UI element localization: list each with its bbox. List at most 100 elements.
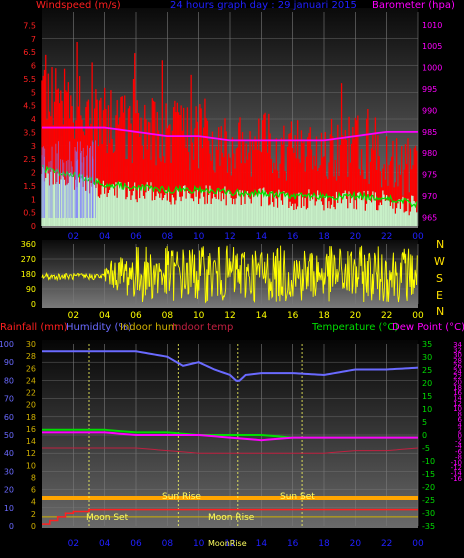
- dir-hour-tick-label: 14: [256, 311, 268, 321]
- dewpoint-tick-label: 16: [453, 389, 462, 397]
- humidity-axis-title: Humidity (%): [66, 322, 132, 333]
- dir-tick-label: 360: [21, 240, 36, 249]
- wind-tick-label: 1.5: [23, 182, 36, 191]
- indoor-hum-tick-label: 2: [31, 510, 36, 519]
- dewpoint-tick-label: -6: [455, 448, 463, 456]
- temperature-tick-label: -20: [422, 483, 435, 492]
- indoor-hum-tick-label: 0: [31, 522, 36, 531]
- wind-tick-label: 4.5: [23, 102, 36, 111]
- indoor-hum-tick-label: 16: [26, 425, 36, 434]
- dir-hour-tick-label: 02: [68, 311, 79, 321]
- indoor-hum-tick-label: 10: [26, 461, 36, 470]
- wind-tick-label: 0.5: [23, 209, 36, 218]
- sunrise-label: Sun Rise: [162, 492, 201, 502]
- temperature-tick-label: -30: [422, 509, 435, 518]
- wind-tick-label: 3.5: [23, 128, 36, 137]
- dewpoint-tick-label: -16: [451, 475, 463, 483]
- dir-tick-label: 270: [21, 255, 36, 264]
- wind-tick-label: 4: [31, 115, 36, 124]
- temperature-tick-label: 25: [422, 366, 432, 375]
- dewpoint-tick-label: 12: [453, 400, 462, 408]
- wind-tick-label: 6.5: [23, 48, 36, 57]
- baro-tick-label: 995: [422, 85, 437, 94]
- hour-tick-label: 14: [256, 232, 268, 242]
- climate-hour-tick-label: 18: [318, 539, 330, 549]
- climate-hour-tick-label: 20: [350, 539, 362, 549]
- dewpoint-tick-label: -4: [455, 443, 463, 451]
- baro-tick-label: 985: [422, 128, 437, 137]
- dewpoint-tick-label: 30: [453, 352, 462, 360]
- compass-s: S: [436, 272, 443, 285]
- moonrise-label: Moon Rise: [208, 513, 255, 523]
- humidity-tick-label: 100: [0, 340, 14, 349]
- dir-hour-tick-label: 16: [287, 311, 299, 321]
- dewpoint-tick-label: 24: [453, 368, 462, 376]
- baro-tick-label: 970: [422, 192, 437, 201]
- indoor-temp-line: [42, 447, 419, 454]
- dewpoint-axis-title: Dew Point (°C): [392, 322, 464, 333]
- humidity-tick-label: 20: [4, 486, 14, 495]
- indoor-hum-tick-label: 28: [26, 352, 36, 361]
- dir-hour-tick-label: 00: [412, 311, 424, 321]
- temperature-tick-label: -15: [422, 470, 435, 479]
- temperature-tick-label: 35: [422, 340, 432, 349]
- indoor-hum-tick-label: 6: [31, 486, 36, 495]
- wind-tick-label: 0: [31, 222, 36, 231]
- baro-axis-title: Barometer (hpa): [372, 0, 455, 11]
- dewpoint-tick-label: 6: [458, 416, 463, 424]
- hour-tick-label: 22: [381, 232, 392, 242]
- wind-average-line: [41, 164, 418, 209]
- humidity-tick-label: 50: [4, 431, 14, 440]
- hour-tick-label: 12: [224, 232, 235, 242]
- wind-tick-label: 3: [31, 142, 36, 151]
- dewpoint-tick-label: 34: [453, 341, 462, 349]
- hour-tick-label: 04: [99, 232, 111, 242]
- hour-tick-label: 02: [68, 232, 79, 242]
- moonrise-axis-label: MoonRise: [208, 539, 247, 548]
- dir-tick-label: 90: [26, 285, 36, 294]
- dewpoint-tick-label: 0: [458, 432, 462, 440]
- wind-tick-label: 6: [31, 62, 36, 71]
- dewpoint-tick-label: 28: [453, 357, 462, 365]
- indoor-hum-tick-label: 20: [26, 401, 36, 410]
- rainfall-line: [42, 508, 418, 525]
- indoor-hum-tick-label: 22: [26, 389, 36, 398]
- hour-tick-label: 18: [318, 232, 330, 242]
- compass-n-top: N: [436, 238, 444, 251]
- climate-hour-tick-label: 00: [412, 539, 424, 549]
- compass-n-bottom: N: [436, 305, 444, 318]
- dewpoint-tick-label: 2: [458, 427, 462, 435]
- sunset-label: Sun Set: [280, 492, 315, 502]
- rain-axis-title: Rainfall (mm): [0, 322, 68, 333]
- humidity-tick-label: 30: [4, 467, 14, 476]
- dewpoint-tick-label: -10: [451, 459, 462, 467]
- indoor-hum-tick-label: 30: [26, 340, 36, 349]
- wind-tick-label: 1: [31, 195, 36, 204]
- dewpoint-tick-label: 32: [453, 346, 462, 354]
- dir-hour-tick-label: 06: [130, 311, 142, 321]
- dir-hour-tick-label: 22: [381, 311, 392, 321]
- indoor-hum-tick-label: 24: [26, 376, 36, 385]
- temperature-tick-label: 5: [422, 418, 427, 427]
- dewpoint-tick-label: -8: [455, 453, 462, 461]
- humidity-tick-label: 70: [4, 395, 14, 404]
- dewpoint-line: [42, 431, 418, 442]
- sun-band: [42, 496, 418, 500]
- temperature-tick-label: -25: [422, 496, 435, 505]
- climate-hour-tick-label: 22: [381, 539, 392, 549]
- humidity-line: [42, 350, 419, 382]
- wind-tick-label: 5.5: [23, 75, 36, 84]
- wind-tick-label: 2: [31, 169, 36, 178]
- barometer-line: [42, 126, 418, 142]
- climate-hour-tick-label: 02: [68, 539, 79, 549]
- temperature-tick-label: 10: [422, 405, 432, 414]
- wind-axis-title: Windspeed (m/s): [36, 0, 121, 11]
- hour-tick-label: 08: [162, 232, 174, 242]
- dewpoint-tick-label: 14: [453, 395, 462, 403]
- compass-w: W: [434, 255, 445, 268]
- wind-direction-trace: [41, 245, 418, 304]
- temperature-tick-label: 15: [422, 392, 432, 401]
- indoor-hum-tick-label: 26: [26, 364, 36, 373]
